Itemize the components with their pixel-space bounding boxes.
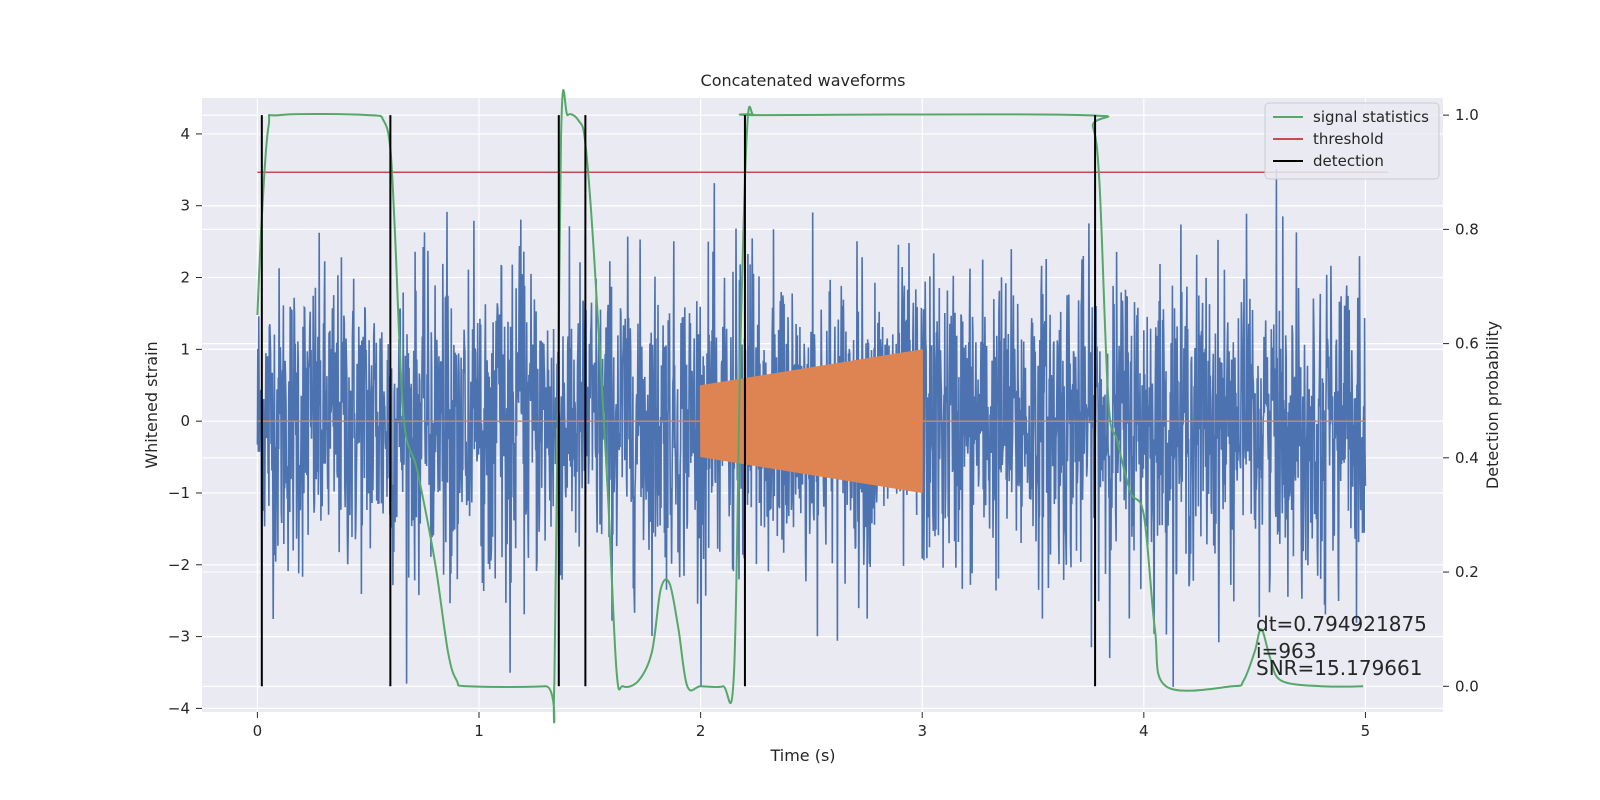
x-tick-label: 5 <box>1361 722 1371 740</box>
y-right-tick-label: 0.6 <box>1455 335 1479 353</box>
chart-title: Concatenated waveforms <box>701 71 906 90</box>
x-tick-label: 1 <box>474 722 484 740</box>
y-axis-label: Whitened strain <box>142 341 161 468</box>
y-right-tick-label: 0.0 <box>1455 677 1479 695</box>
y-right-tick-label: 0.2 <box>1455 563 1479 581</box>
y-right-tick-label: 0.4 <box>1455 449 1479 467</box>
x-tick-label: 3 <box>917 722 927 740</box>
y-tick-label: 3 <box>180 197 190 215</box>
y-tick-label: −3 <box>168 628 190 646</box>
y-tick-label: −2 <box>168 556 190 574</box>
y-axis-right-label: Detection probability <box>1483 321 1502 489</box>
injected-signal-line <box>257 349 1366 493</box>
axes: 0 1 2 3 4 5 −4 −3 −2 −1 0 1 2 3 4 0.0 0.2 0.4 0.6 0.8 1.0 <box>168 106 1479 740</box>
y-tick-label: 0 <box>180 412 190 430</box>
x-tick-label: 0 <box>253 722 263 740</box>
x-tick-label: 2 <box>696 722 706 740</box>
annotation-text: dt=0.794921875 <box>1256 612 1427 636</box>
y-tick-label: 1 <box>180 340 190 358</box>
legend-label: threshold <box>1313 130 1384 148</box>
y-tick-label: 4 <box>180 125 190 143</box>
y-tick-label: −1 <box>168 484 190 502</box>
y-right-tick-label: 1.0 <box>1455 106 1479 124</box>
y-right-tick-label: 0.8 <box>1455 220 1479 238</box>
signal-statistics-line <box>256 89 1364 724</box>
plot-area <box>256 89 1388 724</box>
x-tick-label: 4 <box>1139 722 1149 740</box>
legend-box <box>1264 102 1440 180</box>
annotation-text: SNR=15.179661 <box>1256 656 1422 680</box>
legend-label: detection <box>1313 152 1384 170</box>
annotation-text: i=963 <box>1256 639 1317 663</box>
y-tick-label: 2 <box>180 269 190 287</box>
x-axis-label: Time (s) <box>769 746 835 765</box>
legend: signal statistics threshold detection <box>1264 102 1440 180</box>
legend-label: signal statistics <box>1313 108 1429 126</box>
y-tick-label: −4 <box>168 699 190 717</box>
